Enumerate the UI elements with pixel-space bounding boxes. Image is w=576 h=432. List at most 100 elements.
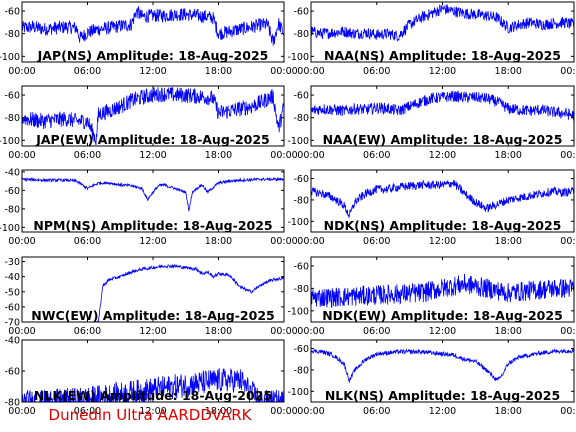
- y-tick-label: -80: [4, 113, 20, 124]
- data-trace: [22, 87, 284, 146]
- x-tick-label: 06:00: [363, 66, 390, 77]
- y-tick-label: -60: [4, 367, 20, 378]
- x-tick-label: 18:00: [495, 236, 522, 247]
- x-tick-label: 06:00: [363, 326, 390, 337]
- x-tick-label: 06:00: [74, 236, 101, 247]
- x-tick-label: 18:00: [205, 150, 232, 161]
- x-tick-label: 12:00: [429, 326, 456, 337]
- x-tick-label: 00:00: [270, 66, 297, 77]
- y-tick-label: -100: [0, 52, 20, 63]
- data-trace: [22, 368, 284, 402]
- y-tick-label: -100: [287, 306, 309, 317]
- panel-title: NLK(NS) Amplitude: 18-Aug-2025: [325, 388, 560, 403]
- y-tick-label: -100: [287, 52, 309, 63]
- x-tick-label: 00:00: [560, 406, 576, 417]
- x-tick-label: 12:00: [429, 150, 456, 161]
- chart-panel-6: -100-80-6000:0006:0012:0018:0000:00NDK(N…: [287, 169, 576, 247]
- y-tick-label: -60: [293, 91, 309, 102]
- x-tick-label: 00:00: [270, 406, 297, 417]
- panel-title: NDK(NS) Amplitude: 18-Aug-2025: [324, 218, 562, 233]
- y-tick-label: -100: [0, 136, 20, 147]
- x-tick-label: 18:00: [205, 406, 232, 417]
- panel-title: NAA(NS) Amplitude: 18-Aug-2025: [324, 48, 561, 63]
- x-tick-label: 00:00: [297, 150, 324, 161]
- chart-panel-4: -100 -80 -60 00:00 06:00 12:00 18:00 00:00 NAA(E…: [287, 85, 576, 161]
- chart-panel-10: -100 -80 -60 00:00 06:00 12:00 18:00 00:00NLK(N…: [287, 339, 576, 417]
- x-tick-label: 12:00: [429, 236, 456, 247]
- y-tick-label: -60: [4, 186, 20, 197]
- x-tick-label: 06:00: [74, 406, 101, 417]
- x-tick-label: 18:00: [205, 236, 232, 247]
- chart-panel-5: -100 -80 -60 -40 00:00 06:00 12:00 18:00 00:00 NP…: [0, 167, 298, 247]
- x-tick-label: 00:00: [297, 326, 324, 337]
- y-tick-label: -100: [287, 136, 309, 147]
- x-tick-label: 06:00: [74, 326, 101, 337]
- data-trace: [92, 263, 284, 322]
- x-tick-label: 00:00: [560, 66, 576, 77]
- y-tick-label: -60: [4, 91, 20, 102]
- y-tick-label: -50: [4, 287, 20, 298]
- x-tick-label: 18:00: [205, 66, 232, 77]
- panel-title: JAP(EW) Amplitude: 18-Aug-2025: [35, 132, 270, 147]
- x-tick-label: 06:00: [74, 66, 101, 77]
- chart-panel-9: -80 -60 -40 00:00 06:00 12:00 18:00 00:00 NLK(EW…: [4, 336, 297, 418]
- y-tick-label: -80: [293, 284, 309, 295]
- chart-panel-7: -70 -60 -50 -40 -30 00:00 06:00 12:00 18:00 00:00…: [4, 256, 298, 337]
- x-tick-label: 00:00: [8, 236, 35, 247]
- x-tick-label: 06:00: [363, 236, 390, 247]
- y-tick-label: -80: [293, 195, 309, 206]
- y-tick-label: -70: [4, 318, 20, 329]
- x-tick-label: 06:00: [363, 150, 390, 161]
- x-tick-label: 00:00: [270, 236, 297, 247]
- y-tick-label: -80: [4, 398, 20, 409]
- x-tick-label: 18:00: [495, 66, 522, 77]
- y-tick-label: -60: [293, 261, 309, 272]
- data-trace: [311, 90, 574, 121]
- y-tick-label: -60: [293, 344, 309, 355]
- y-tick-label: -80: [4, 204, 20, 215]
- x-tick-label: 18:00: [495, 150, 522, 161]
- x-tick-label: 12:00: [429, 66, 456, 77]
- data-trace: [311, 4, 574, 42]
- x-tick-label: 12:00: [139, 406, 166, 417]
- y-tick-label: -40: [4, 336, 20, 347]
- x-tick-label: 18:00: [495, 406, 522, 417]
- x-tick-label: 00:00: [560, 150, 576, 161]
- y-tick-label: -60: [4, 7, 20, 18]
- panel-title: NPM(NS) Amplitude: 18-Aug-2025: [33, 218, 272, 233]
- y-tick-label: -60: [293, 174, 309, 185]
- chart-panel-8: -100 -80 -60 00:00 06:00 12:00 18:00 00:00 NDK(E…: [287, 256, 576, 337]
- x-tick-label: 12:00: [139, 326, 166, 337]
- data-trace: [22, 176, 284, 212]
- y-tick-label: -60: [293, 7, 309, 18]
- x-tick-label: 06:00: [74, 150, 101, 161]
- y-tick-label: -100: [0, 223, 20, 234]
- x-tick-label: 12:00: [429, 406, 456, 417]
- y-tick-label: -80: [293, 29, 309, 40]
- x-tick-label: 00:00: [560, 326, 576, 337]
- x-tick-label: 12:00: [139, 150, 166, 161]
- y-tick-label: -30: [4, 257, 20, 268]
- panel-title: NDK(EW) Amplitude: 18-Aug-2025: [322, 308, 563, 323]
- panel-title: JAP(NS) Amplitude: 18-Aug-2025: [37, 48, 269, 63]
- x-tick-label: 00:00: [297, 406, 324, 417]
- y-tick-label: -60: [4, 302, 20, 313]
- x-tick-label: 00:00: [560, 236, 576, 247]
- data-trace: [311, 179, 574, 218]
- data-trace: [311, 273, 574, 309]
- y-tick-label: -40: [4, 272, 20, 283]
- chart-panel-3: -100 -80 -60 00:00 06:00 12:00 18:00 00:00JAP(E…: [0, 85, 298, 161]
- x-tick-label: 06:00: [363, 406, 390, 417]
- x-tick-label: 12:00: [139, 236, 166, 247]
- data-trace: [22, 6, 284, 46]
- y-tick-label: -100: [287, 387, 309, 398]
- x-tick-label: 18:00: [495, 326, 522, 337]
- chart-panel-2: -100-80-6000:0006:0012:0018:0000:00NAA(N…: [287, 1, 576, 77]
- panel-title: NWC(EW) Amplitude: 18-Aug-2025: [31, 308, 274, 323]
- x-tick-label: 00:00: [270, 150, 297, 161]
- x-tick-label: 00:00: [297, 236, 324, 247]
- y-tick-label: -80: [293, 113, 309, 124]
- x-tick-label: 12:00: [139, 66, 166, 77]
- x-tick-label: 00:00: [8, 150, 35, 161]
